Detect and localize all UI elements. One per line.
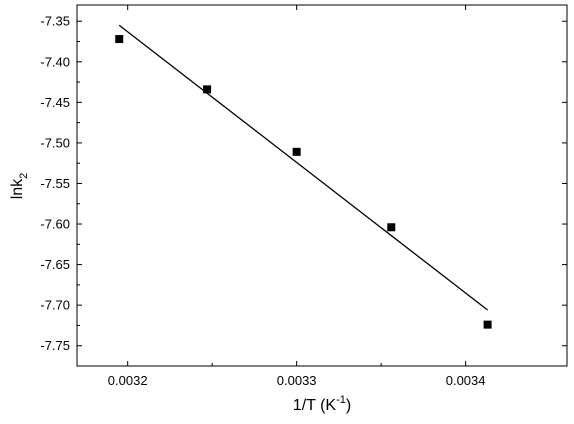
data-point — [292, 147, 301, 156]
data-points — [115, 35, 492, 329]
data-point — [387, 223, 396, 232]
x-axis-title-base: 1/T (K — [293, 397, 337, 414]
x-tick-label: 0.0034 — [446, 373, 486, 388]
fit-line — [118, 24, 488, 311]
y-tick-label: -7.55 — [40, 176, 70, 191]
y-tick-label: -7.35 — [40, 14, 70, 29]
y-tick-label: -7.65 — [40, 257, 70, 272]
fit-line-group — [118, 24, 488, 311]
y-tick-label: -7.45 — [40, 95, 70, 110]
plot-area — [76, 4, 568, 367]
y-tick-label: -7.60 — [40, 217, 70, 232]
y-tick-label: -7.40 — [40, 54, 70, 69]
x-tick-label: 0.0033 — [277, 373, 317, 388]
data-point — [115, 35, 124, 44]
y-tick-label: -7.50 — [40, 135, 70, 150]
y-axis-title-subscript: 2 — [18, 173, 30, 179]
y-axis-ticks: -7.35 -7.40 -7.45 -7.50 -7.55 -7.60 -7.65 -7.70… — [40, 14, 567, 353]
x-axis-title: 1/T (K-1) — [293, 394, 351, 414]
data-point — [483, 320, 492, 329]
y-tick-label: -7.75 — [40, 338, 70, 353]
x-tick-label: 0.0032 — [108, 373, 148, 388]
y-axis-title: lnk2 — [9, 173, 30, 200]
data-point — [203, 85, 212, 94]
x-axis-ticks: 0.0032 0.0033 0.0034 — [108, 5, 486, 388]
y-axis-title-base: lnk — [9, 178, 26, 199]
x-axis-title-tail: ) — [346, 397, 351, 414]
x-axis-title-superscript: -1 — [336, 394, 346, 406]
y-tick-label: -7.70 — [40, 298, 70, 313]
